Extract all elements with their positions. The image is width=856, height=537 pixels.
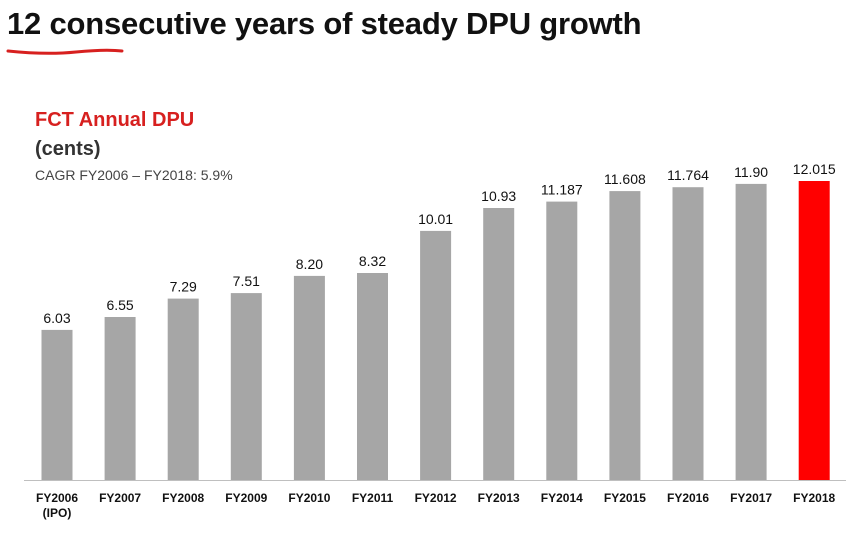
bar-fy2007 (104, 317, 136, 480)
bar-fy2017 (735, 183, 767, 480)
bar-fy2009 (230, 293, 262, 480)
value-label: 7.51 (233, 273, 260, 289)
category-label: FY2014 (541, 491, 583, 505)
chart-title: FCT Annual DPU (35, 109, 195, 131)
chart-unit-label: (cents) (35, 138, 101, 160)
title-underline (6, 48, 124, 55)
category-label: FY2007 (99, 491, 141, 505)
category-label: FY2018 (793, 491, 835, 505)
value-label: 6.55 (106, 297, 133, 313)
category-label: FY2016 (667, 491, 709, 505)
category-label: FY2012 (415, 491, 457, 505)
cagr-note: CAGR FY2006 – FY2018: 5.9% (35, 167, 233, 183)
bar-fy2011 (357, 273, 388, 480)
value-label: 10.93 (481, 188, 516, 204)
value-label: 10.01 (418, 211, 453, 227)
value-label: 11.608 (604, 171, 646, 187)
value-label: 11.764 (667, 167, 709, 183)
bar-fy2010 (293, 275, 325, 480)
category-label: FY2006 (36, 491, 78, 505)
category-label: FY2010 (288, 491, 330, 505)
category-label: FY2011 (352, 491, 394, 505)
value-label: 12.015 (793, 161, 836, 177)
bar-fy2018 (798, 181, 830, 480)
category-label: FY2008 (162, 491, 204, 505)
value-label: 11.90 (734, 164, 768, 180)
value-label: 8.20 (296, 256, 323, 272)
value-label: 11.187 (541, 182, 583, 198)
category-label: FY2009 (225, 491, 267, 505)
page-title: 12 consecutive years of steady DPU growt… (7, 6, 642, 41)
value-label: 7.29 (170, 279, 197, 295)
category-label: FY2015 (604, 491, 646, 505)
category-label: (IPO) (43, 506, 72, 520)
category-label: FY2013 (478, 491, 520, 505)
bar-fy2015 (609, 191, 641, 480)
value-label: 6.03 (43, 310, 70, 326)
bar-fy2013 (483, 208, 515, 480)
bar-fy2014 (546, 201, 578, 480)
bar-fy2008 (167, 298, 199, 480)
bar-fy2006 (41, 329, 73, 480)
value-label: 8.32 (359, 253, 386, 269)
bar-fy2016 (672, 187, 704, 480)
bar-fy2012 (420, 230, 452, 480)
category-label: FY2017 (730, 491, 772, 505)
